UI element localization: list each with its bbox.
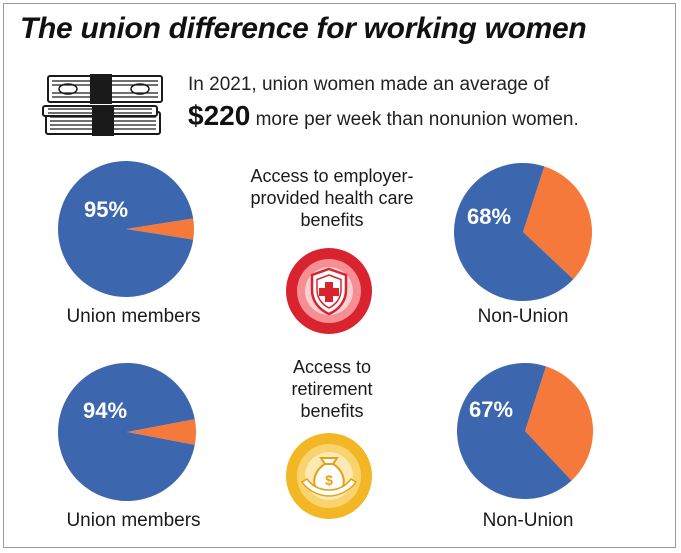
retirement-benefit-line: retirement (291, 379, 373, 399)
infographic-frame (3, 3, 676, 548)
pie-group-label: Union members (66, 510, 201, 531)
pie-percent-label: 67% (469, 397, 513, 422)
pie-slice-has-access (457, 363, 572, 499)
pie-slice-has-access (454, 163, 574, 301)
retirement-benefit-line: benefits (300, 401, 364, 421)
intro-line-2: $220 more per week than nonunion women. (188, 100, 579, 132)
intro-line-2-text: more per week than nonunion women. (255, 109, 579, 130)
intro-line-1: In 2021, union women made an average of (188, 74, 550, 95)
money-bag-icon: $ (286, 433, 372, 519)
pie-union-retirement: 94% (58, 363, 196, 501)
health-benefit-label: Access to employer- provided health care… (212, 165, 452, 231)
pie-slice-no-access (126, 218, 194, 240)
health-shield-icon (286, 248, 372, 334)
pie-union-health: 95% (57, 161, 194, 297)
pie-slice-has-access (57, 161, 194, 297)
svg-text:$: $ (325, 472, 333, 488)
wage-difference-amount: $220 (188, 100, 251, 131)
pie-nonunion-retirement: 67% (457, 363, 593, 499)
pie-nonunion-health: 68% (454, 163, 592, 301)
health-benefit-line: benefits (300, 210, 364, 230)
health-benefit-line: provided health care (250, 188, 414, 208)
page-title: The union difference for working women (20, 12, 587, 45)
pie-slice-no-access (523, 166, 592, 280)
pie-slice-no-access (525, 366, 593, 481)
pie-percent-label: 94% (83, 398, 127, 423)
pie-percent-label: 95% (84, 197, 128, 222)
retirement-benefit-line: Access to (292, 357, 372, 377)
pie-group-label: Non-Union (477, 306, 569, 327)
pie-slice-has-access (58, 363, 195, 501)
money-stack-icon (42, 74, 163, 136)
health-benefit-line: Access to employer- (250, 166, 414, 186)
pie-group-label: Union members (66, 306, 201, 327)
pie-slice-no-access (127, 419, 196, 445)
retirement-benefit-label: Access to retirement benefits (232, 356, 432, 422)
pie-group-label: Non-Union (482, 510, 574, 531)
pie-percent-label: 68% (467, 204, 511, 229)
